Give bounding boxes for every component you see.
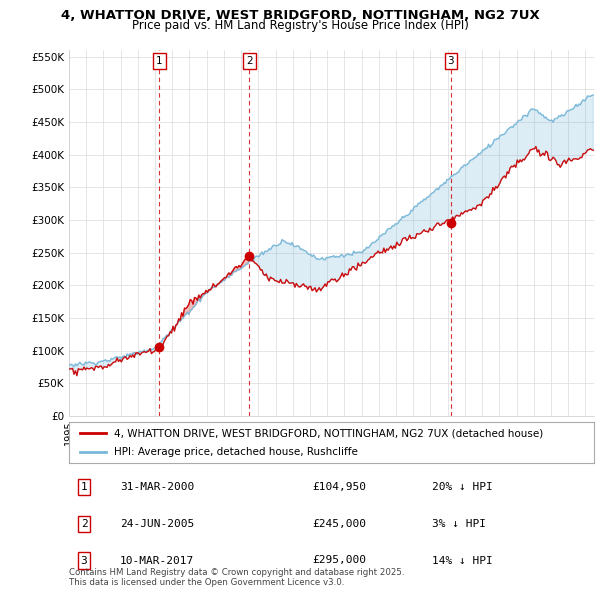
Text: 14% ↓ HPI: 14% ↓ HPI — [432, 556, 493, 565]
Text: 3: 3 — [80, 556, 88, 565]
Text: 24-JUN-2005: 24-JUN-2005 — [120, 519, 194, 529]
Text: Contains HM Land Registry data © Crown copyright and database right 2025.
This d: Contains HM Land Registry data © Crown c… — [69, 568, 404, 587]
Text: 20% ↓ HPI: 20% ↓ HPI — [432, 483, 493, 492]
Text: 2: 2 — [246, 56, 253, 66]
Text: 3: 3 — [448, 56, 454, 66]
Text: 1: 1 — [80, 483, 88, 492]
Text: 10-MAR-2017: 10-MAR-2017 — [120, 556, 194, 565]
Text: Price paid vs. HM Land Registry's House Price Index (HPI): Price paid vs. HM Land Registry's House … — [131, 19, 469, 32]
Text: £104,950: £104,950 — [312, 483, 366, 492]
Text: HPI: Average price, detached house, Rushcliffe: HPI: Average price, detached house, Rush… — [113, 447, 358, 457]
Text: £295,000: £295,000 — [312, 556, 366, 565]
Text: 4, WHATTON DRIVE, WEST BRIDGFORD, NOTTINGHAM, NG2 7UX: 4, WHATTON DRIVE, WEST BRIDGFORD, NOTTIN… — [61, 9, 539, 22]
Text: 3% ↓ HPI: 3% ↓ HPI — [432, 519, 486, 529]
Text: 2: 2 — [80, 519, 88, 529]
Text: £245,000: £245,000 — [312, 519, 366, 529]
Text: 1: 1 — [156, 56, 163, 66]
Text: 31-MAR-2000: 31-MAR-2000 — [120, 483, 194, 492]
Text: 4, WHATTON DRIVE, WEST BRIDGFORD, NOTTINGHAM, NG2 7UX (detached house): 4, WHATTON DRIVE, WEST BRIDGFORD, NOTTIN… — [113, 428, 543, 438]
